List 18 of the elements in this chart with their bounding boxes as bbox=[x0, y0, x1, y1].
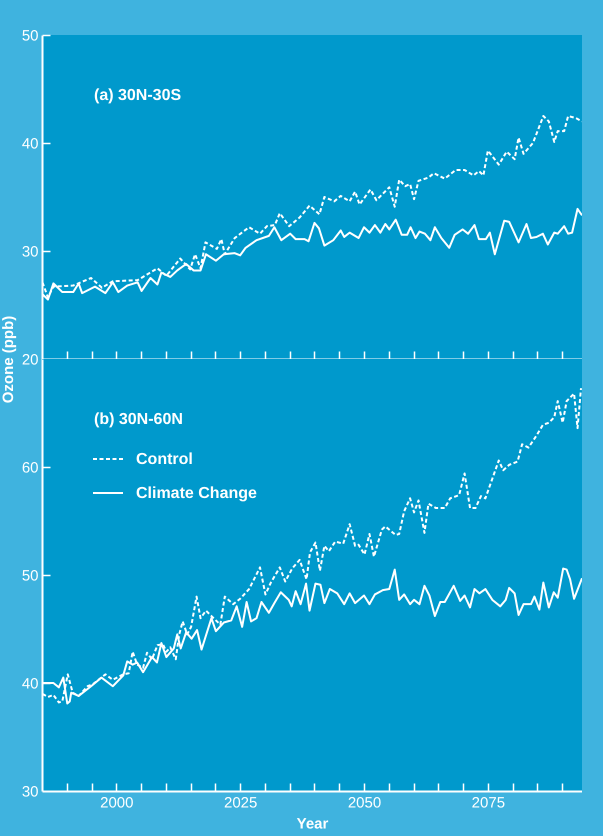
y-tick-label: 30 bbox=[22, 784, 38, 800]
y-tick-label: 60 bbox=[22, 460, 38, 476]
x-tick-label: 2050 bbox=[348, 794, 382, 812]
annotation: (b) 30N-60N bbox=[94, 411, 183, 428]
y-tick-label: 40 bbox=[22, 136, 38, 152]
x-tick-label: 2075 bbox=[472, 794, 506, 812]
y-axis-title: Ozone (ppb) bbox=[0, 316, 17, 404]
x-tick-label: 2025 bbox=[224, 794, 258, 812]
x-tick-label: 2000 bbox=[100, 794, 134, 812]
legend-label: Climate Change bbox=[136, 485, 258, 502]
legend-label: Control bbox=[136, 451, 193, 468]
y-tick-label: 50 bbox=[22, 568, 38, 584]
annotation: (a) 30N-30S bbox=[94, 87, 182, 104]
y-tick-label: 40 bbox=[22, 676, 38, 692]
y-tick-label: 20 bbox=[22, 352, 38, 368]
y-tick-label: 50 bbox=[22, 28, 38, 44]
y-tick-label: 30 bbox=[22, 244, 38, 260]
x-axis-title: Year bbox=[296, 816, 329, 832]
